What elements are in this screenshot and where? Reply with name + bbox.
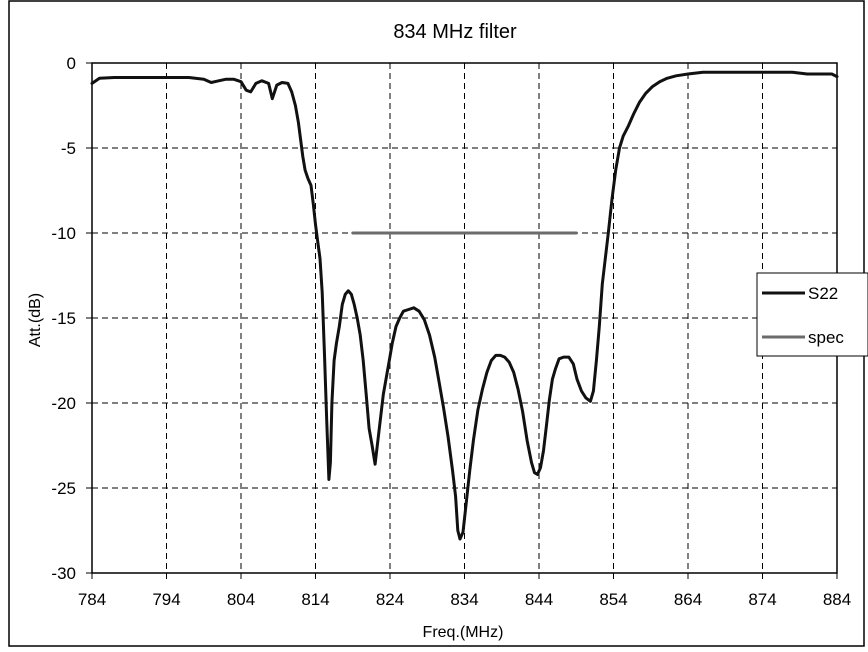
x-tick-label: 834 <box>450 590 478 609</box>
legend-box <box>756 272 868 357</box>
y-axis-label: Att.(dB) <box>27 293 44 347</box>
legend: S22 spec <box>756 272 868 357</box>
series-line-s22 <box>90 70 839 541</box>
x-tick-label: 804 <box>227 590 255 609</box>
legend-label-s22: S22 <box>808 284 838 303</box>
x-tick-label: 844 <box>525 590 553 609</box>
x-tick-label: 794 <box>152 590 180 609</box>
x-tick-label: 824 <box>376 590 404 609</box>
y-tick-label: -30 <box>51 564 76 583</box>
grid-lines <box>92 63 837 573</box>
x-axis-label: Freq.(MHz) <box>423 624 504 641</box>
y-tick-label: -25 <box>51 479 76 498</box>
x-tick-label: 854 <box>599 590 627 609</box>
chart-frame <box>8 0 865 647</box>
series-lines <box>90 70 839 541</box>
axis-tick-labels: 784 794 804 814 824 834 844 854 864 874 884 0 -5 -10 -… <box>51 54 851 609</box>
y-tick-label: -5 <box>61 139 76 158</box>
chart-title: 834 MHz filter <box>393 21 517 43</box>
x-tick-label: 884 <box>823 590 851 609</box>
y-tick-label: -15 <box>51 309 76 328</box>
x-tick-label: 864 <box>674 590 702 609</box>
x-tick-label: 874 <box>748 590 776 609</box>
legend-label-spec: spec <box>808 328 844 347</box>
x-tick-label: 784 <box>78 590 106 609</box>
y-tick-label: 0 <box>67 54 76 73</box>
y-tick-label: -20 <box>51 394 76 413</box>
y-tick-label: -10 <box>51 224 76 243</box>
x-tick-label: 814 <box>301 590 329 609</box>
